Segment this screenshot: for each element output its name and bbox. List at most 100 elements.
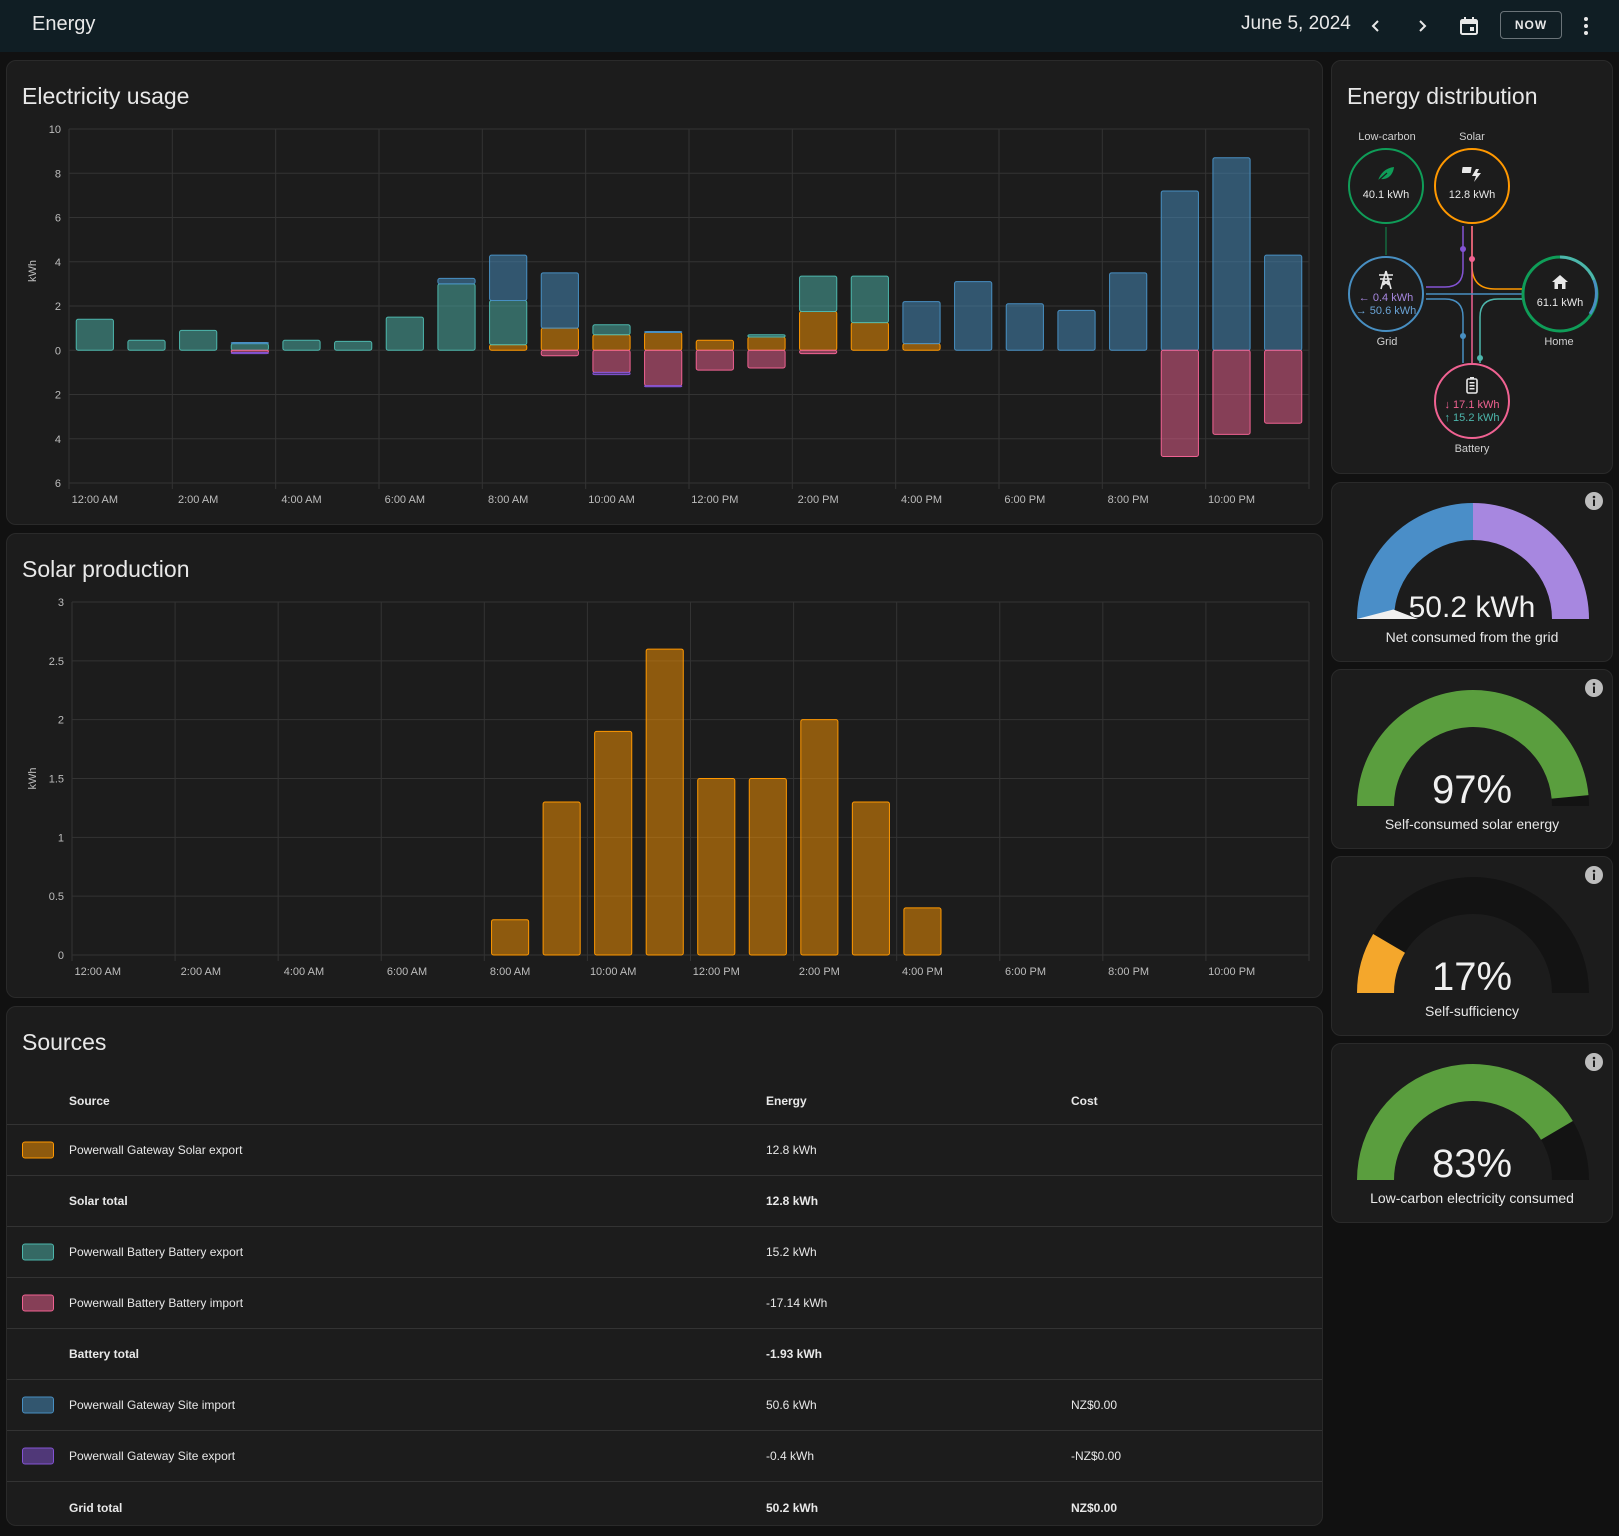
sources-title: Sources [22, 1029, 107, 1055]
table-row: Powerwall Gateway Solar export 12.8 kWh [7, 1125, 1322, 1176]
usage-bar [902, 301, 941, 345]
leaf-icon [1377, 167, 1394, 182]
y-tick-label: 0 [58, 950, 64, 962]
usage-bar [179, 329, 218, 351]
electricity-usage-chart: 10 8 6 4 2 0 2 4 6 12:00 AM 2:00 AM 4:00 AM 6:00 AM 8… [27, 124, 1310, 506]
usage-bar [334, 340, 373, 351]
usage-bar [1160, 349, 1199, 457]
previous-period-button[interactable] [1362, 12, 1390, 40]
color-swatch [22, 1243, 54, 1261]
usage-bar [592, 324, 631, 336]
source-name: Solar total [69, 1194, 128, 1208]
source-name: Powerwall Battery Battery export [69, 1245, 244, 1259]
usage-bar [747, 349, 786, 369]
calendar-button[interactable] [1455, 12, 1483, 40]
usage-bar [489, 344, 528, 351]
x-tick-label: 2:00 AM [181, 966, 221, 978]
energy-value: 15.2 kWh [766, 1245, 817, 1259]
usage-bar [1212, 349, 1251, 435]
x-tick-label: 4:00 AM [281, 494, 321, 506]
energy-value: 12.8 kWh [766, 1194, 819, 1208]
table-total-row: Grid total 50.2 kWh NZ$0.00 [7, 1482, 1322, 1533]
usage-bar [850, 275, 889, 324]
info-icon[interactable] [1584, 678, 1604, 698]
usage-bar [230, 342, 269, 345]
x-tick-label: 8:00 AM [488, 494, 528, 506]
low-carbon-value: 40.1 kWh [1362, 189, 1410, 201]
usage-bar [695, 349, 734, 371]
grid-import-value: → 50.6 kWh [1355, 305, 1417, 317]
gauge-import-arc [1357, 503, 1473, 619]
sources-card: Sources Source Energy Cost Powerwall Gat… [6, 1006, 1323, 1526]
cost-value: -NZ$0.00 [1071, 1449, 1122, 1463]
cost-value: NZ$0.00 [1071, 1500, 1118, 1515]
next-period-button[interactable] [1408, 12, 1436, 40]
y-tick-label: 2.5 [49, 656, 64, 668]
gauge-fill [1357, 689, 1589, 806]
page-title: Energy [32, 13, 96, 35]
usage-bar [644, 349, 683, 387]
x-tick-label: 12:00 AM [75, 966, 121, 978]
color-swatch [22, 1141, 54, 1159]
y-tick-label: 6 [55, 478, 61, 490]
table-total-row: Solar total 12.8 kWh [7, 1176, 1322, 1227]
y-tick-label: 4 [55, 434, 61, 446]
y-tick-label: 1.5 [49, 774, 64, 786]
x-tick-label: 8:00 PM [1108, 966, 1149, 978]
usage-bar [1057, 309, 1096, 351]
x-tick-label: 4:00 PM [901, 494, 942, 506]
grid-import-text: 50.6 kWh [1369, 305, 1417, 317]
usage-bar [850, 322, 889, 351]
color-swatch [22, 1396, 54, 1414]
usage-bar [540, 327, 579, 351]
x-tick-label: 12:00 PM [691, 494, 738, 506]
solar-bar [594, 730, 633, 956]
usage-bar [695, 339, 734, 351]
gauge-value: 97% [1431, 768, 1513, 812]
solar-bar [851, 801, 890, 956]
grid-export-value: ← 0.4 kWh [1358, 292, 1414, 304]
y-tick-label: 0 [55, 345, 61, 357]
x-tick-label: 4:00 AM [284, 966, 324, 978]
y-tick-label: 6 [55, 213, 61, 225]
low-carbon-gauge-card: 83% Low-carbon electricity consumed [1331, 1043, 1613, 1223]
calendar-icon [1460, 17, 1478, 35]
usage-bar [437, 283, 476, 351]
usage-bar [385, 316, 424, 351]
gauge-label: Net consumed from the grid [1385, 629, 1559, 645]
now-button[interactable]: NOW [1500, 11, 1562, 39]
x-tick-label: 12:00 AM [72, 494, 118, 506]
color-swatch [22, 1447, 54, 1465]
low-carbon-gauge [1357, 1064, 1589, 1180]
source-name: Battery total [69, 1347, 140, 1361]
gauge-export-arc [1473, 503, 1589, 619]
solar-bar [800, 719, 839, 956]
info-icon[interactable] [1584, 491, 1604, 511]
source-name: Powerwall Gateway Solar export [69, 1143, 243, 1157]
table-header: Source Energy Cost [7, 1077, 1322, 1125]
y-tick-label: 8 [55, 168, 61, 180]
x-tick-label: 2:00 PM [799, 966, 840, 978]
usage-bar [644, 385, 683, 388]
source-name: Powerwall Gateway Site import [69, 1398, 236, 1412]
self-consumed-solar-gauge-card: 97% Self-consumed solar energy [1331, 669, 1613, 849]
usage-bar [127, 339, 166, 351]
usage-bar [1005, 303, 1044, 351]
usage-bar [230, 351, 269, 355]
more-options-button[interactable] [1572, 12, 1600, 40]
usage-bar [1160, 190, 1199, 351]
gauge-fill [1357, 1064, 1573, 1180]
solar-bar [645, 648, 684, 956]
grid-net-gauge [1357, 503, 1589, 619]
usage-bar [592, 349, 631, 373]
x-tick-label: 10:00 PM [1208, 966, 1255, 978]
info-icon[interactable] [1584, 1052, 1604, 1072]
home-value: 61.1 kWh [1536, 297, 1584, 309]
usage-bar [644, 332, 683, 351]
self-sufficiency-gauge [1357, 877, 1589, 993]
info-icon[interactable] [1584, 865, 1604, 885]
column-header-energy: Energy [766, 1093, 807, 1108]
energy-distribution-title: Energy distribution [1347, 83, 1538, 109]
usage-bar [489, 254, 528, 301]
y-tick-label: 2 [55, 301, 61, 313]
